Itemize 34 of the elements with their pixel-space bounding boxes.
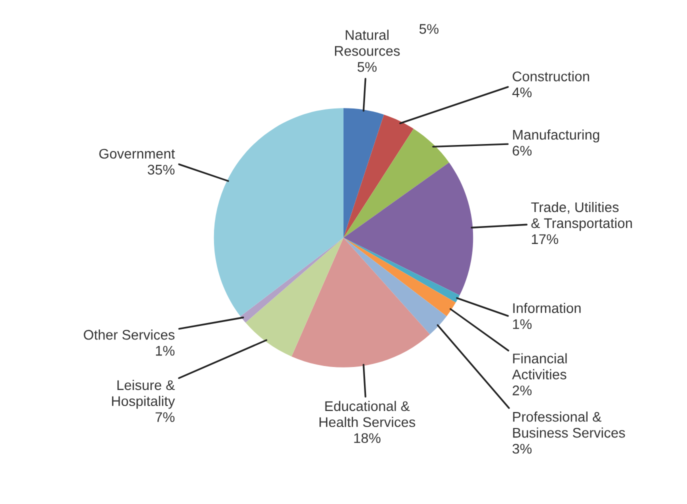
pie-slice <box>344 114 414 238</box>
data-label: 3% <box>512 444 532 454</box>
pie-slice <box>344 238 447 334</box>
pie-slice <box>344 162 474 296</box>
data-label: 1% <box>513 319 532 329</box>
pie-slice <box>344 108 384 238</box>
slice-label: Information <box>513 302 581 314</box>
slice-label: Manufacturing <box>513 129 600 142</box>
slice-label: Professional & Business Services <box>513 412 625 438</box>
data-label: 35% <box>148 164 174 175</box>
pie-slice <box>344 238 456 316</box>
slice-label: Trade, Utilities & Transportation <box>531 202 632 231</box>
pie-slice <box>240 238 344 323</box>
data-label: 6% <box>512 146 532 156</box>
slice-label: Financial Activities <box>512 353 567 380</box>
text: 5% <box>419 24 438 34</box>
slice-label: Leisure & Hospitality <box>112 380 175 409</box>
data-label: 18% <box>354 433 380 444</box>
data-label: 1% <box>156 346 174 356</box>
pie-slice <box>214 108 344 316</box>
slice-label: Educational & Health Services <box>320 400 416 428</box>
pie-slice <box>344 238 460 303</box>
pie-slice <box>344 128 450 238</box>
data-label: 2% <box>512 386 532 396</box>
data-label: 5% <box>358 62 377 72</box>
pie-slice <box>246 238 344 356</box>
slice-label: Government <box>99 148 175 159</box>
data-label: 17% <box>532 234 558 244</box>
slice-label: Natural Resources <box>335 30 400 56</box>
slice-label: Construction <box>512 71 590 82</box>
pie-slice <box>292 238 430 368</box>
data-label: 4% <box>512 88 532 98</box>
slice-label: Other Services <box>84 330 174 340</box>
data-label: 7% <box>156 412 174 422</box>
